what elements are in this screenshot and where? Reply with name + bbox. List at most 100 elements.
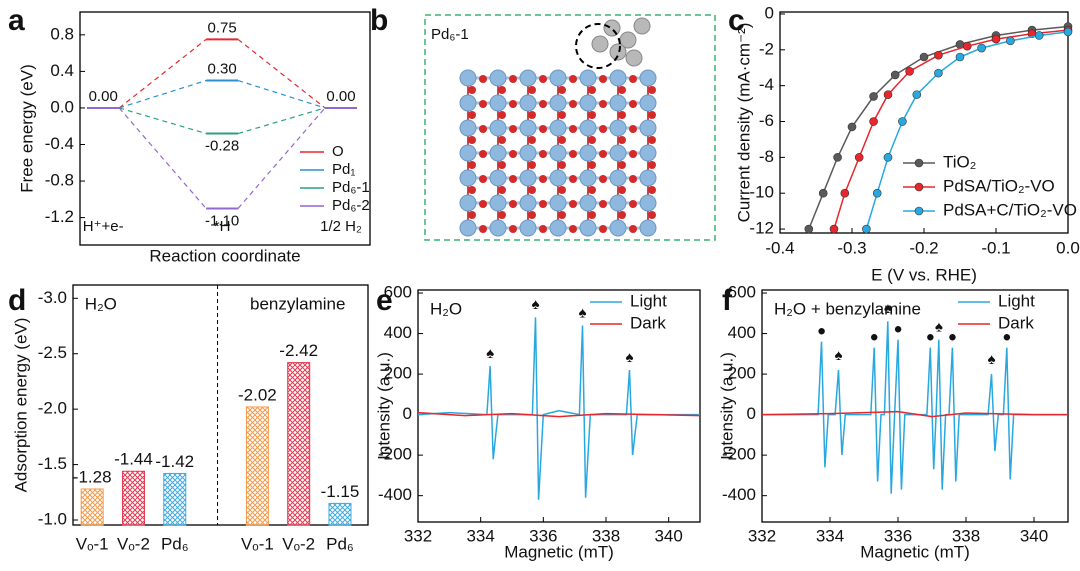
o-atom: [498, 86, 506, 94]
x-tick-label: Vₒ-1: [241, 534, 274, 553]
ti-atom: [639, 194, 657, 212]
legend-label: PdSA/TiO₂-VO: [943, 176, 1055, 195]
y-tick-label: -200: [722, 445, 756, 464]
o-atom: [539, 200, 547, 208]
o-atom: [629, 175, 637, 183]
energy-connector: [237, 38, 326, 109]
ti-atom: [639, 169, 657, 187]
y-tick-label: 600: [384, 283, 412, 302]
o-atom: [618, 161, 626, 169]
o-atom: [618, 136, 626, 144]
o-atom: [618, 211, 626, 219]
series-line: [761, 410, 1068, 418]
y-axis-label: Free energy (eV): [17, 64, 36, 193]
o-atom: [588, 211, 596, 219]
marker: [898, 117, 907, 126]
o-atom: [528, 111, 536, 119]
ti-atom: [579, 194, 597, 212]
marker: [847, 122, 857, 132]
o-atom: [479, 125, 487, 133]
o-atom: [629, 225, 637, 233]
category-label: H⁺+e-: [83, 218, 124, 235]
x-tick-label: Pd₆: [326, 534, 354, 553]
ti-atom: [639, 219, 657, 237]
o-atom: [558, 186, 566, 194]
o-atom: [528, 136, 536, 144]
o-atom: [509, 175, 517, 183]
o-atom: [539, 100, 547, 108]
x-tick-label: Vₒ-2: [117, 534, 150, 553]
legend-label: Light: [630, 291, 667, 310]
marker: [962, 41, 972, 51]
bar: [80, 488, 104, 526]
y-tick-label: -200: [378, 445, 412, 464]
bar: [328, 502, 352, 526]
y-tick-label: -2.0: [38, 399, 67, 418]
y-tick-label: -6: [759, 111, 774, 130]
marker: [854, 153, 864, 162]
ti-atom: [579, 119, 597, 137]
ti-atom: [609, 119, 627, 137]
y-axis-label: Adsorption energy (eV): [11, 318, 30, 493]
value-label: 0.30: [207, 60, 236, 77]
ti-atom: [519, 69, 537, 87]
legend-label: Light: [998, 291, 1035, 310]
o-atom: [588, 86, 596, 94]
ti-atom: [519, 144, 537, 162]
o-atom: [569, 100, 577, 108]
x-tick-label: 336: [884, 526, 912, 545]
ti-atom: [639, 144, 657, 162]
ti-atom: [489, 94, 507, 112]
legend-label: TiO₂: [943, 152, 976, 171]
y-axis-label: Current density (mA·cm⁻²): [734, 23, 753, 223]
o-atom: [468, 211, 476, 219]
highlight-circle: [575, 23, 621, 69]
bar: [287, 362, 311, 526]
o-atom: [509, 100, 517, 108]
peak-symbol: ●: [870, 329, 879, 346]
marker: [991, 34, 1001, 44]
marker: [872, 188, 882, 198]
panel-letter: f: [722, 284, 733, 317]
legend-label: Dark: [998, 313, 1034, 332]
marker: [1006, 36, 1015, 46]
marker: [1063, 27, 1073, 37]
legend-label: Pd₆-2: [332, 197, 370, 214]
value-label: -1.44: [114, 450, 153, 469]
series-line: [417, 317, 700, 500]
value-label: -2.02: [238, 385, 277, 404]
ti-atom: [489, 69, 507, 87]
o-atom: [618, 86, 626, 94]
pd-atom: [603, 19, 621, 37]
o-atom: [479, 100, 487, 108]
y-tick-label: -10: [749, 183, 774, 202]
energy-connector: [237, 79, 326, 109]
marker: [818, 188, 828, 198]
o-atom: [648, 211, 656, 219]
ti-atom: [489, 194, 507, 212]
x-tick-label: 340: [1020, 526, 1048, 545]
o-atom: [539, 150, 547, 158]
o-atom: [479, 75, 487, 83]
y-tick-label: 0.0: [50, 97, 74, 116]
o-atom: [629, 125, 637, 133]
o-atom: [528, 161, 536, 169]
energy-connector: [118, 107, 207, 209]
panel-title: H₂O: [430, 299, 462, 318]
y-tick-label: 200: [728, 364, 756, 383]
peak-symbol: ●: [1002, 329, 1011, 346]
legend-label: PdSA+C/TiO₂-VO: [943, 200, 1077, 219]
o-atom: [618, 111, 626, 119]
peak-symbol: ♠: [532, 296, 540, 313]
ti-atom: [519, 94, 537, 112]
bar: [121, 470, 145, 526]
peak-symbol: ♠: [626, 349, 634, 366]
plot-frame: [417, 289, 701, 523]
ti-atom: [489, 169, 507, 187]
peak-symbol: ●: [948, 329, 957, 346]
pd-atom: [609, 43, 627, 61]
o-atom: [569, 225, 577, 233]
y-tick-label: 600: [728, 283, 756, 302]
marker: [934, 50, 943, 60]
energy-connector: [119, 107, 207, 135]
